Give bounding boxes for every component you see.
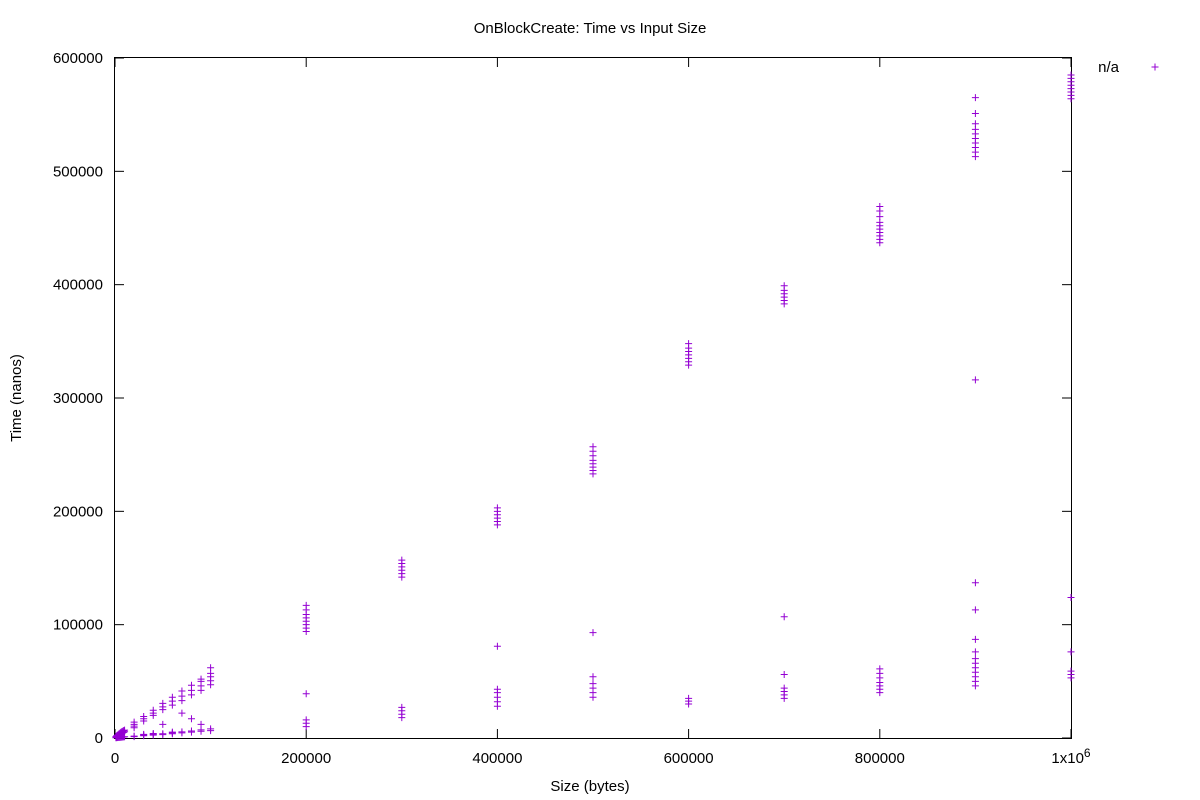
data-point xyxy=(207,664,215,672)
data-point xyxy=(197,675,205,683)
data-point xyxy=(207,725,215,733)
x-tick-label: 600000 xyxy=(664,750,714,767)
data-point xyxy=(302,690,310,698)
y-tick-label: 500000 xyxy=(53,163,103,180)
data-point xyxy=(178,687,186,695)
data-point xyxy=(130,718,138,726)
data-point xyxy=(589,443,597,451)
data-point xyxy=(493,685,501,693)
legend-marker xyxy=(1151,63,1159,71)
data-point xyxy=(398,703,406,711)
x-tick-label: 200000 xyxy=(281,750,331,767)
data-point xyxy=(1067,648,1075,656)
data-point xyxy=(971,606,979,614)
data-point xyxy=(149,729,157,737)
x-tick-label: 1x106 xyxy=(1051,746,1091,767)
data-point xyxy=(971,110,979,118)
y-axis-title: Time (nanos) xyxy=(8,354,25,442)
data-point xyxy=(1067,667,1075,675)
y-tick-label: 100000 xyxy=(53,617,103,634)
data-point xyxy=(971,655,979,663)
data-point xyxy=(971,579,979,587)
y-tick-label: 600000 xyxy=(53,50,103,67)
data-point xyxy=(589,629,597,637)
x-axis-title: Size (bytes) xyxy=(550,778,629,795)
data-point xyxy=(398,556,406,564)
legend: n/a xyxy=(1098,59,1159,76)
data-points xyxy=(112,71,1075,742)
data-point xyxy=(130,732,138,740)
data-point xyxy=(493,642,501,650)
data-point xyxy=(876,665,884,673)
data-point xyxy=(780,613,788,621)
data-point xyxy=(121,733,129,741)
data-point xyxy=(302,716,310,724)
data-point xyxy=(971,648,979,656)
data-point xyxy=(121,726,129,734)
data-point xyxy=(780,684,788,692)
data-point xyxy=(685,340,693,348)
data-point xyxy=(589,680,597,688)
x-tick-label: 800000 xyxy=(855,750,905,767)
data-point xyxy=(140,712,148,720)
legend-label: n/a xyxy=(1098,59,1120,76)
y-tick-label: 200000 xyxy=(53,503,103,520)
data-point xyxy=(1067,71,1075,79)
data-point xyxy=(168,728,176,736)
data-point xyxy=(187,681,195,689)
x-tick-label: 0 xyxy=(111,750,119,767)
data-point xyxy=(876,202,884,210)
data-point xyxy=(197,720,205,728)
data-point xyxy=(168,693,176,701)
y-tick-label: 400000 xyxy=(53,277,103,294)
data-point xyxy=(140,730,148,738)
data-point xyxy=(302,601,310,609)
data-point xyxy=(971,94,979,102)
data-point xyxy=(971,120,979,128)
data-point xyxy=(120,727,128,735)
data-point xyxy=(971,635,979,643)
data-point xyxy=(178,728,186,736)
data-point xyxy=(780,671,788,679)
data-point xyxy=(971,376,979,384)
y-tick-label: 0 xyxy=(95,730,103,747)
x-tick-label: 400000 xyxy=(472,750,522,767)
data-point xyxy=(780,282,788,290)
data-point xyxy=(1067,593,1075,601)
data-point xyxy=(187,715,195,723)
data-point xyxy=(493,504,501,512)
data-point xyxy=(159,730,167,738)
y-tick-labels: 0 100000 200000 300000 400000 500000 600000 xyxy=(53,50,103,747)
y-tick-label: 300000 xyxy=(53,390,103,407)
chart-title: OnBlockCreate: Time vs Input Size xyxy=(474,20,707,37)
legend-marker-symbol xyxy=(1151,63,1159,71)
data-point xyxy=(685,694,693,702)
data-point xyxy=(159,699,167,707)
plot-frame xyxy=(114,57,1072,739)
data-point xyxy=(159,720,167,728)
data-point xyxy=(149,706,157,714)
x-tick-exponent: 6 xyxy=(1084,746,1091,760)
data-point xyxy=(187,727,195,735)
x-tick-labels: 0 200000 400000 600000 800000 1x106 xyxy=(111,746,1091,767)
data-point xyxy=(589,673,597,681)
data-point xyxy=(178,709,186,717)
